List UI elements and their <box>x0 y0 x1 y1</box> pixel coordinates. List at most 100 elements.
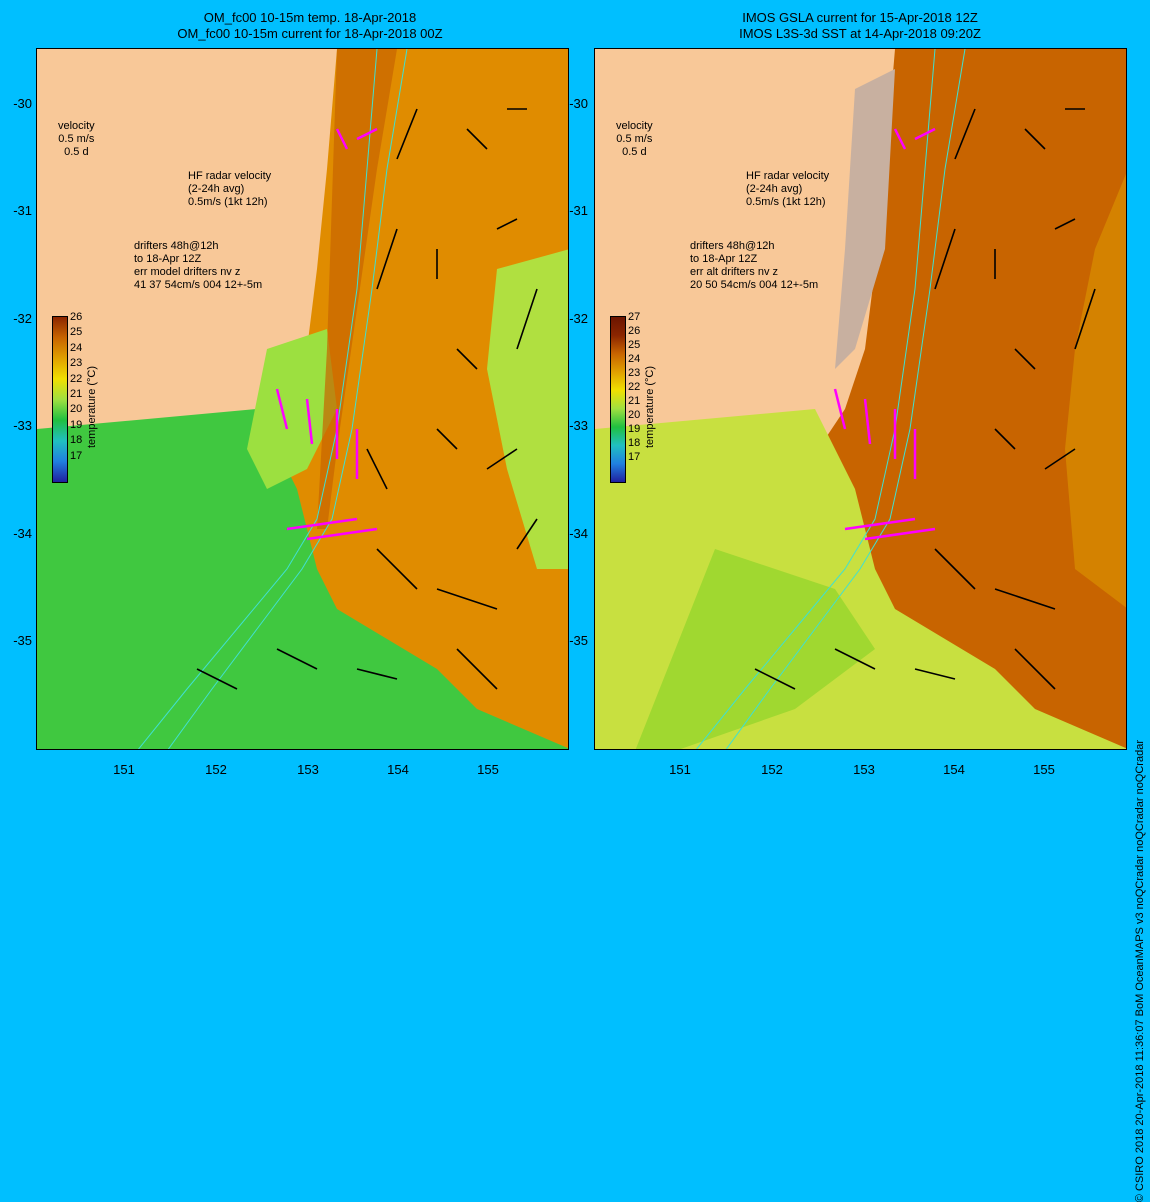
velocity-scale: 0.5 m/s <box>58 133 95 145</box>
hf-label: HF radar velocity <box>746 170 830 182</box>
drifter-line4: 41 37 54cm/s 004 12+-5m <box>134 279 263 291</box>
x-tick-label: 155 <box>1033 762 1055 777</box>
right-hf-legend: HF radar velocity (2-24h avg) 0.5m/s (1k… <box>746 170 829 209</box>
y-tick-label: -31 <box>13 203 32 218</box>
x-tick-label: 152 <box>761 762 783 777</box>
left-hf-legend: HF radar velocity (2-24h avg) 0.5m/s (1k… <box>188 170 271 209</box>
x-tick-label: 154 <box>943 762 965 777</box>
right-velocity-legend: velocity 0.5 m/s 0.5 d <box>616 120 653 159</box>
left-title-line2: OM_fc00 10-15m current for 18-Apr-2018 0… <box>177 26 443 41</box>
y-tick-label: -34 <box>569 526 588 541</box>
hf-scale: 0.5m/s (1kt 12h) <box>188 196 268 208</box>
left-map-svg <box>37 49 568 749</box>
velocity-days: 0.5 d <box>622 146 647 158</box>
left-panel-title: OM_fc00 10-15m temp. 18-Apr-2018 OM_fc00… <box>60 10 560 42</box>
cbar-tick: 27 <box>628 311 641 323</box>
hf-avg: (2-24h avg) <box>746 183 803 195</box>
y-tick-label: -30 <box>569 96 588 111</box>
right-map-panel <box>594 48 1127 750</box>
x-tick-label: 152 <box>205 762 227 777</box>
x-tick-label: 155 <box>477 762 499 777</box>
left-colorbar <box>52 316 68 483</box>
drifter-line4: 20 50 54cm/s 004 12+-5m <box>690 279 819 291</box>
left-title-line1: OM_fc00 10-15m temp. 18-Apr-2018 <box>203 10 417 25</box>
y-tick-label: -32 <box>13 311 32 326</box>
cbar-tick: 21 <box>70 388 83 401</box>
cbar-tick: 21 <box>628 395 641 407</box>
cbar-tick: 24 <box>628 353 641 365</box>
cbar-tick: 26 <box>628 325 641 337</box>
right-map-svg <box>595 49 1126 749</box>
left-drifter-legend: drifters 48h@12h to 18-Apr 12Z err model… <box>134 240 262 292</box>
drifter-line2: to 18-Apr 12Z <box>134 253 202 265</box>
isobath-line-2 <box>167 49 408 749</box>
credit-text: © CSIRO 2018 20-Apr-2018 11:36:07 BoM Oc… <box>1134 740 1146 1202</box>
ocean-mid <box>1065 173 1126 608</box>
x-tick-label: 153 <box>853 762 875 777</box>
right-title-line2: IMOS L3S-3d SST at 14-Apr-2018 09:20Z <box>739 26 981 41</box>
x-tick-label: 153 <box>297 762 319 777</box>
cbar-tick: 25 <box>628 339 641 351</box>
right-panel-title: IMOS GSLA current for 15-Apr-2018 12Z IM… <box>600 10 1120 42</box>
x-tick-label: 151 <box>669 762 691 777</box>
ocean-cool <box>37 409 568 749</box>
cbar-tick: 19 <box>70 418 83 431</box>
ocean-cool-2 <box>635 549 875 749</box>
velocity-label: velocity <box>616 120 653 132</box>
velocity-scale: 0.5 m/s <box>616 133 653 145</box>
cbar-tick: 18 <box>628 437 641 449</box>
velocity-days: 0.5 d <box>64 146 89 158</box>
y-tick-label: -30 <box>13 96 32 111</box>
cbar-tick: 18 <box>70 434 83 447</box>
ocean-cool-2 <box>247 329 337 489</box>
right-colorbar-label: temperature (°C) <box>644 365 656 448</box>
velocity-arrows <box>754 108 1096 690</box>
x-tick-label: 151 <box>113 762 135 777</box>
drifter-line1: drifters 48h@12h <box>134 240 219 252</box>
cbar-tick: 17 <box>628 451 641 463</box>
cbar-tick: 19 <box>628 423 641 435</box>
left-velocity-legend: velocity 0.5 m/s 0.5 d <box>58 120 95 159</box>
right-drifter-legend: drifters 48h@12h to 18-Apr 12Z err alt d… <box>690 240 818 292</box>
velocity-arrows <box>196 108 538 690</box>
cbar-tick: 23 <box>70 357 83 370</box>
left-colorbar-ticks: 26 25 24 23 22 21 20 19 18 17 <box>70 310 82 464</box>
hf-avg: (2-24h avg) <box>188 183 245 195</box>
hf-radar-arrows <box>833 127 936 541</box>
y-tick-label: -35 <box>569 633 588 648</box>
right-title-line1: IMOS GSLA current for 15-Apr-2018 12Z <box>742 10 978 25</box>
right-colorbar-ticks: 27 26 25 24 23 22 21 20 19 18 17 <box>628 310 640 464</box>
hf-scale: 0.5m/s (1kt 12h) <box>746 196 826 208</box>
cbar-tick: 25 <box>70 326 83 339</box>
cbar-tick: 17 <box>70 449 83 462</box>
cbar-tick: 20 <box>70 403 83 416</box>
cbar-tick: 26 <box>70 311 83 323</box>
y-tick-label: -31 <box>569 203 588 218</box>
cbar-tick: 22 <box>628 381 641 393</box>
velocity-label: velocity <box>58 120 95 132</box>
drifter-line3: err alt drifters nv z <box>690 266 779 278</box>
cbar-tick: 20 <box>628 409 641 421</box>
isobath-line-2 <box>725 49 966 749</box>
drifter-line2: to 18-Apr 12Z <box>690 253 758 265</box>
y-tick-label: -32 <box>569 311 588 326</box>
cbar-tick: 24 <box>70 341 83 354</box>
left-map-panel <box>36 48 569 750</box>
isobath-line <box>695 49 936 749</box>
y-tick-label: -33 <box>569 418 588 433</box>
drifter-line1: drifters 48h@12h <box>690 240 775 252</box>
isobath-line <box>137 49 378 749</box>
cbar-tick: 23 <box>628 367 641 379</box>
y-tick-label: -35 <box>13 633 32 648</box>
left-colorbar-label: temperature (°C) <box>86 365 98 448</box>
x-tick-label: 154 <box>387 762 409 777</box>
hf-radar-arrows <box>275 127 378 541</box>
y-tick-label: -34 <box>13 526 32 541</box>
drifter-line3: err model drifters nv z <box>134 266 241 278</box>
ocean-east-cool <box>487 249 568 569</box>
y-tick-label: -33 <box>13 418 32 433</box>
cbar-tick: 22 <box>70 372 83 385</box>
right-colorbar <box>610 316 626 483</box>
hf-label: HF radar velocity <box>188 170 272 182</box>
coastal-grey <box>835 69 895 369</box>
